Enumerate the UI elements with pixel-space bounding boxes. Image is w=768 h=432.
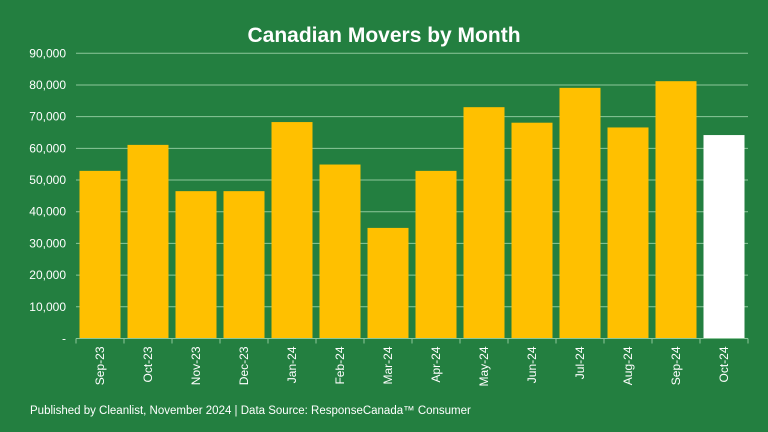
x-tick-label: Jul-24 <box>573 346 587 379</box>
bar-oct-23 <box>127 144 169 339</box>
bar-oct-24 <box>703 135 745 339</box>
y-tick-label: 10,000 <box>29 300 66 314</box>
y-tick-label: 30,000 <box>29 236 66 250</box>
bar-jun-24 <box>511 122 553 339</box>
y-tick-label: 60,000 <box>29 141 66 155</box>
x-tick-label: May-24 <box>477 346 491 386</box>
x-tick-label: Nov-23 <box>189 346 203 385</box>
bar-jan-24 <box>271 122 313 339</box>
y-tick-label: 20,000 <box>29 268 66 282</box>
bar-may-24 <box>463 107 505 339</box>
y-tick-label: - <box>62 332 66 346</box>
x-tick-label: Oct-23 <box>141 346 155 382</box>
x-tick-label: Jun-24 <box>525 346 539 383</box>
x-tick-label: Oct-24 <box>717 346 731 382</box>
x-tick-label: Sep-23 <box>93 346 107 385</box>
x-tick-label: Dec-23 <box>237 346 251 385</box>
x-tick-label: Jan-24 <box>285 346 299 383</box>
y-tick-label: 50,000 <box>29 173 66 187</box>
bar-aug-24 <box>607 127 649 339</box>
bar-nov-23 <box>175 191 217 339</box>
bar-feb-24 <box>319 164 361 339</box>
x-tick-label: Feb-24 <box>333 346 347 384</box>
x-tick-label: Apr-24 <box>429 346 443 382</box>
x-tick-label: Aug-24 <box>621 346 635 385</box>
bar-sep-23 <box>79 170 121 339</box>
y-tick-label: 80,000 <box>29 78 66 92</box>
bar-dec-23 <box>223 191 265 339</box>
y-tick-label: 90,000 <box>29 46 66 60</box>
bar-apr-24 <box>415 170 457 339</box>
bar-jul-24 <box>559 87 601 339</box>
bar-sep-24 <box>655 81 697 339</box>
y-tick-label: 40,000 <box>29 205 66 219</box>
x-tick-label: Sep-24 <box>669 346 683 385</box>
y-tick-label: 70,000 <box>29 110 66 124</box>
footer-source: Published by Cleanlist, November 2024 | … <box>30 405 471 417</box>
bar-mar-24 <box>367 227 409 339</box>
x-tick-label: Mar-24 <box>381 346 395 384</box>
chart-title: Canadian Movers by Month <box>247 24 521 47</box>
